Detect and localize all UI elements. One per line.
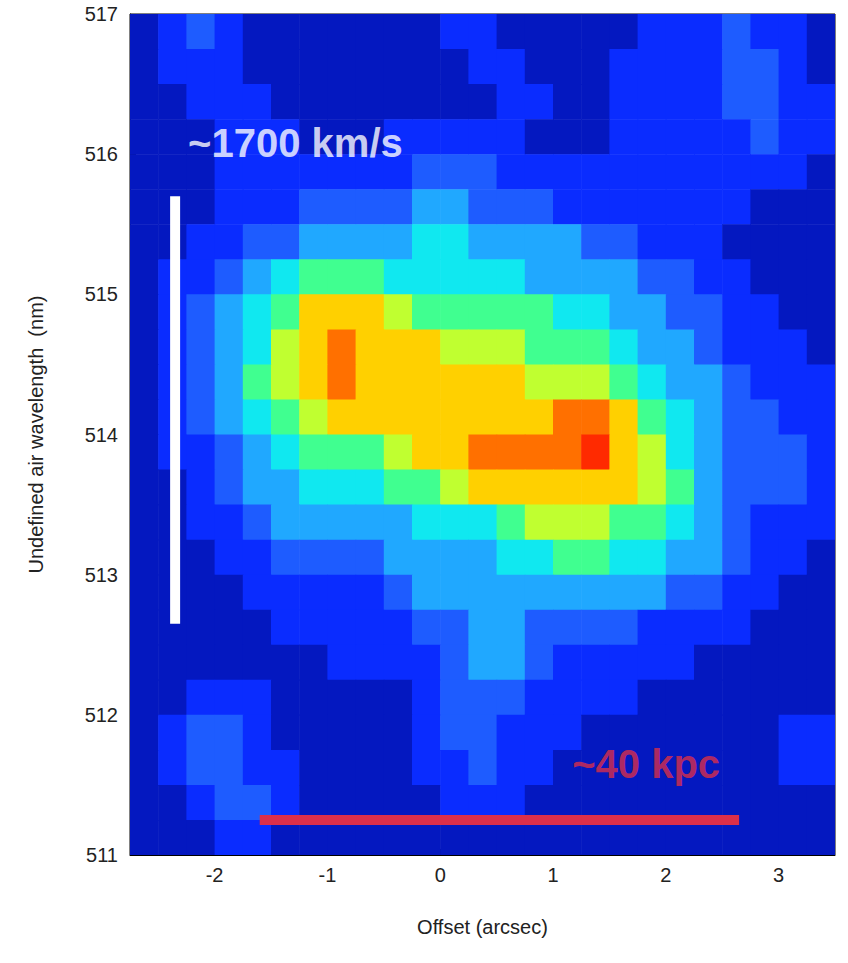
svg-text:~40 kpc: ~40 kpc — [572, 742, 720, 786]
svg-text:511: 511 — [86, 844, 118, 866]
svg-text:513: 513 — [85, 564, 118, 586]
svg-text:512: 512 — [85, 704, 118, 726]
svg-text:1: 1 — [547, 864, 558, 886]
svg-text:2: 2 — [660, 864, 671, 886]
svg-text:Offset (arcsec): Offset (arcsec) — [417, 916, 548, 938]
svg-text:514: 514 — [85, 424, 118, 446]
svg-text:0: 0 — [435, 864, 446, 886]
svg-text:516: 516 — [85, 143, 118, 165]
svg-text:515: 515 — [85, 283, 118, 305]
svg-text:-2: -2 — [206, 864, 224, 886]
svg-text:~1700 km/s: ~1700 km/s — [188, 121, 403, 165]
svg-text:3: 3 — [773, 864, 784, 886]
svg-text:517: 517 — [85, 3, 118, 25]
svg-text:-1: -1 — [319, 864, 337, 886]
svg-text:Undefined air wavelength (nm): Undefined air wavelength (nm) — [25, 296, 47, 574]
